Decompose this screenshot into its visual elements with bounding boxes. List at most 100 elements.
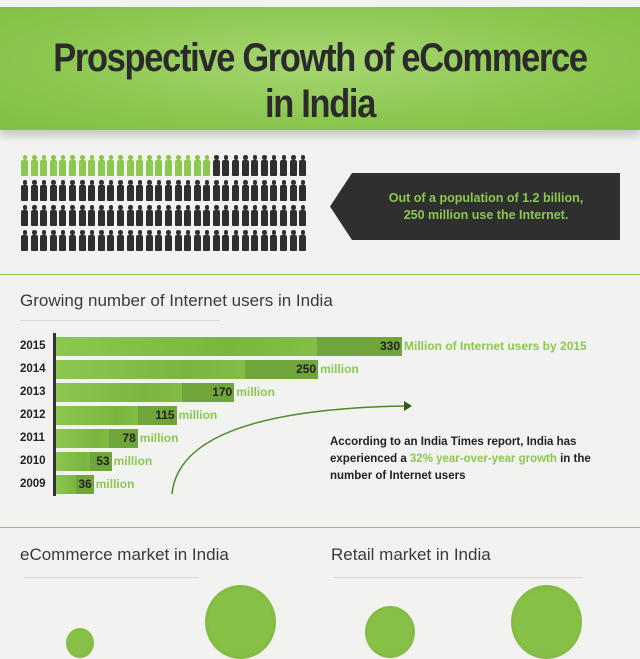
- bar-unit-label: million: [178, 408, 218, 422]
- person-icon: [49, 180, 59, 202]
- person-icon: [20, 230, 30, 252]
- person-icon: [289, 230, 299, 252]
- person-icon: [87, 205, 97, 227]
- person-icon: [116, 205, 126, 227]
- person-icon: [183, 230, 193, 252]
- person-icon: [39, 180, 49, 202]
- person-icon: [250, 155, 260, 177]
- bar-unit-label: million: [236, 385, 275, 399]
- bar-value-label: 36: [78, 477, 92, 491]
- bar-value-label: 53: [96, 454, 110, 468]
- person-icon: [289, 155, 299, 177]
- person-icon: [30, 180, 40, 202]
- person-icon: [202, 205, 212, 227]
- year-label: 2010: [20, 455, 46, 467]
- arrow-head-icon: [404, 401, 412, 411]
- year-label: 2009: [20, 478, 46, 490]
- person-icon: [78, 230, 88, 252]
- person-icon: [145, 155, 155, 177]
- person-icon: [260, 230, 270, 252]
- person-icon: [58, 205, 68, 227]
- person-icon: [78, 155, 88, 177]
- person-icon: [298, 180, 308, 202]
- person-icon: [183, 155, 193, 177]
- person-icon: [30, 205, 40, 227]
- person-icon: [250, 180, 260, 202]
- person-icon: [241, 230, 251, 252]
- bar-value-label: 170: [212, 385, 233, 399]
- section-title-growth: Growing number of Internet users in Indi…: [20, 291, 333, 310]
- person-icon: [212, 155, 222, 177]
- bar-shade: [76, 475, 94, 494]
- person-icon: [116, 230, 126, 252]
- person-icon: [231, 205, 241, 227]
- person-icon: [279, 180, 289, 202]
- year-label: 2013: [20, 386, 46, 398]
- callout-line: 250 million use the Internet.: [403, 207, 569, 222]
- person-icon: [298, 155, 308, 177]
- person-icon: [260, 205, 270, 227]
- people-row: [20, 155, 308, 179]
- person-icon: [49, 205, 59, 227]
- person-icon: [269, 155, 279, 177]
- person-icon: [39, 230, 49, 252]
- person-icon: [97, 180, 107, 202]
- person-icon: [221, 155, 231, 177]
- person-icon: [135, 155, 145, 177]
- person-icon: [126, 205, 136, 227]
- person-icon: [250, 230, 260, 252]
- people-row: [20, 180, 308, 204]
- growth-arrow: [171, 401, 412, 495]
- person-icon: [212, 205, 222, 227]
- person-icon: [58, 230, 68, 252]
- person-icon: [241, 180, 251, 202]
- person-icon: [269, 205, 279, 227]
- callout-line: Out of a population of 1.2 billion,: [388, 190, 584, 205]
- person-icon: [221, 205, 231, 227]
- chart-axis: [53, 333, 56, 496]
- divider: [0, 274, 640, 275]
- bar-shade: [138, 406, 177, 425]
- person-icon: [58, 155, 68, 177]
- underline: [333, 577, 583, 578]
- people-row: [20, 230, 308, 254]
- person-icon: [202, 155, 212, 177]
- person-icon: [183, 180, 193, 202]
- bar-2014: 250: [56, 360, 319, 379]
- person-icon: [97, 205, 107, 227]
- person-icon: [106, 205, 116, 227]
- page-title: Prospective Growth of eCommerce in India: [53, 36, 588, 126]
- person-icon: [68, 205, 78, 227]
- bar-value-label: 250: [296, 362, 317, 376]
- divider: [0, 527, 640, 528]
- person-icon: [164, 155, 174, 177]
- person-icon: [58, 180, 68, 202]
- person-icon: [154, 205, 164, 227]
- person-icon: [174, 155, 184, 177]
- person-icon: [193, 155, 203, 177]
- underline: [24, 577, 199, 578]
- retail-circle-large: [511, 585, 582, 659]
- bar-value-label: 330: [379, 339, 400, 353]
- person-icon: [126, 180, 136, 202]
- person-icon: [126, 155, 136, 177]
- person-icon: [298, 205, 308, 227]
- person-icon: [68, 230, 78, 252]
- person-icon: [154, 230, 164, 252]
- bar-2011: 78: [56, 429, 138, 448]
- person-icon: [145, 180, 155, 202]
- person-icon: [87, 155, 97, 177]
- person-icon: [231, 180, 241, 202]
- bar-2012: 115: [56, 406, 177, 425]
- person-icon: [241, 205, 251, 227]
- person-icon: [30, 230, 40, 252]
- person-icon: [78, 205, 88, 227]
- ecommerce-circle-large: [205, 585, 276, 659]
- bar-2010: 53: [56, 452, 112, 471]
- person-icon: [135, 230, 145, 252]
- person-icon: [106, 230, 116, 252]
- person-icon: [193, 230, 203, 252]
- person-icon: [116, 155, 126, 177]
- person-icon: [193, 205, 203, 227]
- bar-unit-label: million: [139, 431, 179, 445]
